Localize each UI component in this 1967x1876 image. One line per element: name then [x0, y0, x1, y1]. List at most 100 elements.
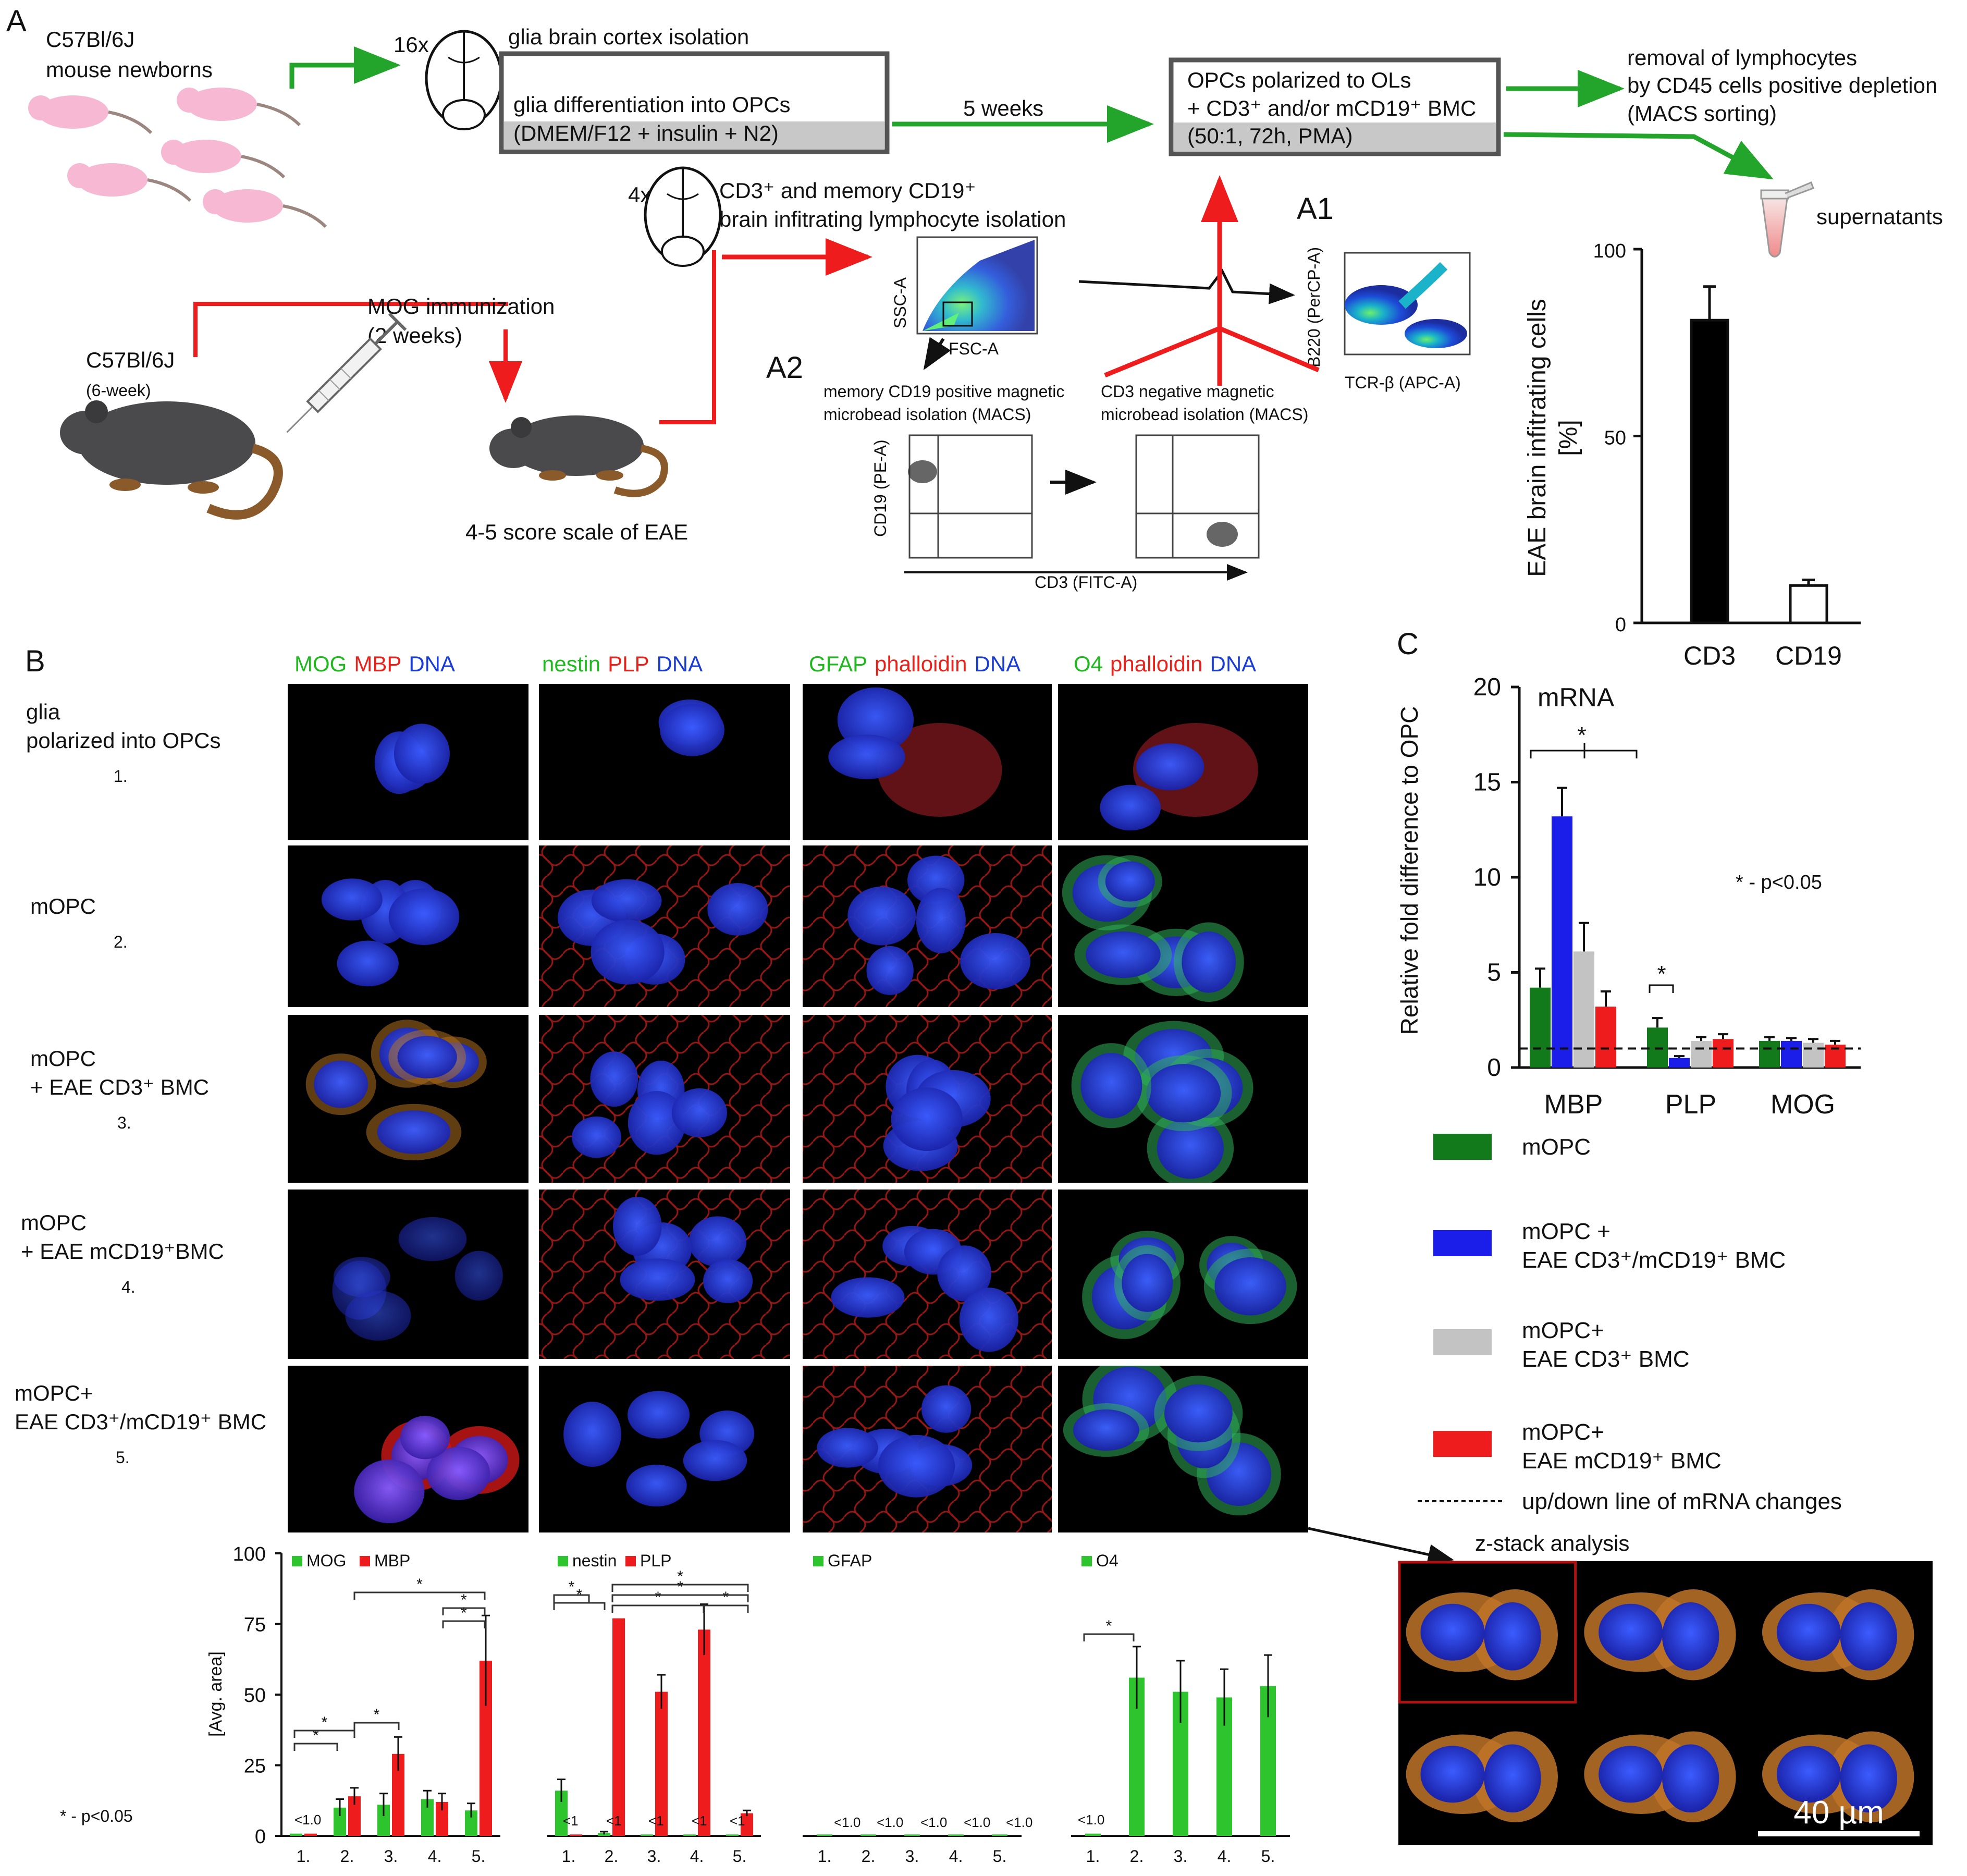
mrna-legend: mOPC mOPC + EAE CD3⁺/mCD19⁺ BMC mOPC+ EAE CD…: [1418, 1134, 1842, 1514]
quant-x-label: 1.: [562, 1847, 576, 1866]
significance-star: *: [569, 1578, 575, 1596]
red-branch-right: [1219, 326, 1320, 373]
eae-score-text: 4-5 score scale of EAE: [465, 520, 688, 544]
z-stack-slice: [1406, 1589, 1558, 1681]
chart-c-title: mRNA: [1538, 683, 1615, 712]
quant-x-label: 2.: [340, 1847, 354, 1866]
small-value-label: <1.0: [294, 1812, 321, 1828]
legend-dashed-label: up/down line of mRNA changes: [1522, 1489, 1842, 1514]
svg-text:glia differentiation into OPCs: glia differentiation into OPCs: [513, 92, 791, 117]
micrograph-r2-c2: [539, 845, 790, 1007]
micrograph-r2-c3: [803, 845, 1052, 1007]
quant-chart-1: MOG MBP 1. 2. 3. 4. 5.: [281, 1551, 500, 1866]
svg-text:C57Bl/6J: C57Bl/6J: [46, 27, 134, 52]
adult-mouse-text: C57Bl/6J: [86, 348, 175, 372]
chart-a-tick-label: 50: [1604, 427, 1626, 449]
quant-legend-swatch: [813, 1556, 823, 1566]
chart-c-bracket-mbp: [1530, 743, 1638, 758]
significance-bracket: [293, 1730, 355, 1738]
glia-box: glia differentiation into OPCs (DMEM/F12…: [499, 51, 890, 154]
quant-legend-swatch: [625, 1556, 636, 1566]
quant-x-label: 3.: [647, 1847, 661, 1866]
significance-star: *: [1106, 1617, 1112, 1635]
opc-box: OPCs polarized to OLs + CD3⁺ and/or mCD1…: [1169, 57, 1501, 156]
significance-bracket: [353, 1722, 400, 1730]
quant-bar: [290, 1833, 302, 1836]
significance-bracket: [553, 1594, 590, 1602]
significance-bracket: [611, 1584, 749, 1592]
svg-text:microbead isolation (MACS): microbead isolation (MACS): [1101, 405, 1308, 424]
micrograph-r4-c2: [539, 1190, 790, 1359]
small-value-label: <1.0: [964, 1814, 990, 1830]
five-weeks-text: 5 weeks: [963, 96, 1043, 120]
small-value-label: <1: [606, 1813, 622, 1829]
row-label-text: EAE CD3⁺/mCD19⁺ BMC: [15, 1409, 266, 1434]
svg-text:OPCs polarized to OLs: OPCs polarized to OLs: [1187, 68, 1411, 92]
quant-legend-swatch: [292, 1556, 302, 1566]
chart-c-tick-label: 20: [1473, 673, 1501, 701]
red-eae-to-isolation: [659, 250, 716, 424]
small-value-label: <1: [563, 1813, 579, 1829]
chart-c-ylabel: Relative fold difference to OPC: [1396, 706, 1423, 1035]
small-value-label: <1: [730, 1813, 745, 1829]
chart-c-bar: [1669, 1058, 1690, 1068]
arrow-to-supernatants: [1503, 132, 1774, 180]
svg-text:memory CD19 positive magnetic: memory CD19 positive magnetic: [823, 382, 1064, 401]
legend-swatch: [1433, 1431, 1492, 1457]
sig-note-b: * - p<0.05: [60, 1807, 133, 1825]
quant-x-label: 4.: [1218, 1847, 1232, 1866]
svg-text:B220 (PerCP-A): B220 (PerCP-A): [1305, 247, 1323, 367]
svg-text:(50:1, 72h, PMA): (50:1, 72h, PMA): [1187, 124, 1353, 148]
significance-star: *: [677, 1568, 683, 1585]
micrograph-r2-c4: [1058, 845, 1308, 1007]
quant-legend-swatch: [360, 1556, 370, 1566]
quant-chart-4: O4 1. 2. 3. 4. 5.: [1071, 1551, 1290, 1866]
svg-text:(DMEM/F12 + insulin + N2): (DMEM/F12 + insulin + N2): [513, 121, 779, 145]
quant-bar: [817, 1834, 832, 1836]
significance-star: *: [322, 1714, 328, 1731]
legend-item-4: mOPC+ EAE mCD19⁺ BMC: [1433, 1419, 1722, 1474]
small-value-label: <1.0: [1078, 1812, 1104, 1828]
quant-x-label: 1.: [818, 1847, 832, 1866]
svg-text:microbead isolation (MACS): microbead isolation (MACS): [823, 405, 1031, 424]
quant-legend-label: GFAP: [828, 1551, 872, 1570]
arrow-newborns-to-brain: [289, 46, 401, 89]
legend-item-2: mOPC + EAE CD3⁺/mCD19⁺ BMC: [1433, 1219, 1786, 1273]
quant-tick-label: 25: [244, 1756, 266, 1777]
quant-x-label: 4.: [428, 1847, 442, 1866]
legend-swatch: [1433, 1329, 1492, 1355]
significance-bracket: [442, 1620, 486, 1628]
quant-x-label: 3.: [905, 1847, 919, 1866]
quant-bar: [904, 1834, 920, 1836]
tube-icon: [1760, 181, 1814, 258]
quant-bar: [741, 1813, 753, 1836]
quant-x-label: 3.: [384, 1847, 398, 1866]
quant-bar: [698, 1629, 710, 1836]
legend-label: EAE mCD19⁺ BMC: [1522, 1448, 1722, 1474]
quant-bar: [726, 1834, 739, 1836]
chart-a-bar-cd19: [1789, 584, 1828, 624]
quant-bar: [304, 1833, 317, 1836]
quant-tick-label: 100: [233, 1543, 266, 1565]
significance-star: *: [655, 1589, 661, 1606]
small-value-label: <1: [692, 1813, 707, 1829]
svg-text:CD19 (PE-A): CD19 (PE-A): [871, 439, 890, 537]
arrow-to-a1: [1078, 268, 1295, 304]
legend-item-1: mOPC: [1433, 1134, 1591, 1160]
svg-text:brain infitrating lymphocyte i: brain infitrating lymphocyte isolation: [719, 207, 1066, 231]
chart-c-bar: [1759, 1040, 1780, 1068]
adult-mouse-illustration: [60, 400, 283, 520]
chart-a-category-label: CD3: [1683, 641, 1736, 670]
panel-label-c: C: [1397, 627, 1419, 661]
quant-ylabel: [Avg. area]: [206, 1651, 226, 1737]
quant-x-label: 4.: [949, 1847, 963, 1866]
scale-bar-label: 40 µm: [1793, 1795, 1884, 1831]
legend-label: EAE CD3⁺ BMC: [1522, 1346, 1690, 1372]
quant-x-label: 2.: [862, 1847, 876, 1866]
panel-label-b: B: [25, 644, 45, 678]
significance-star: *: [416, 1576, 423, 1593]
significance-star: *: [313, 1727, 319, 1744]
column-headers: MOG MBP DNA nestin PLP DNA GFAP phalloidin DNA O4…: [294, 652, 1256, 676]
